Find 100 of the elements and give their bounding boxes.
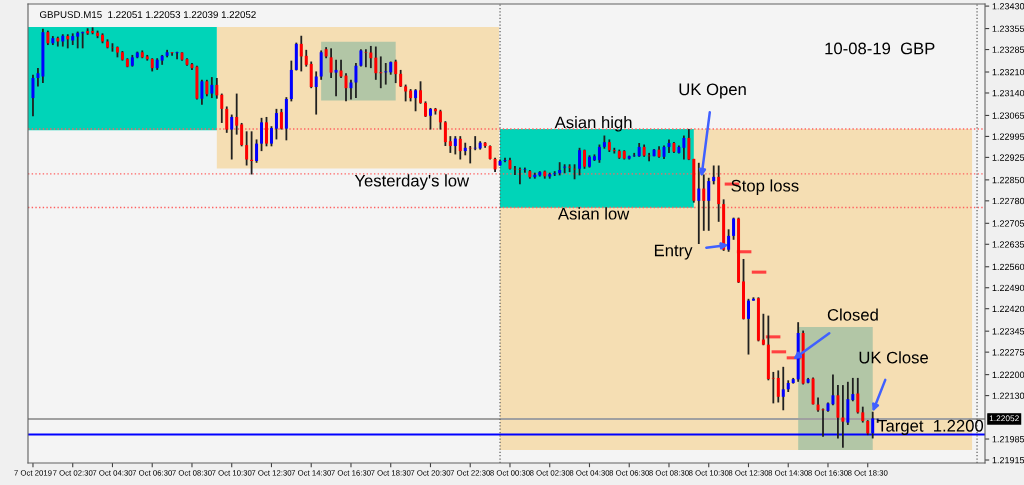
candlestick — [240, 122, 244, 148]
annotation: Asian low — [557, 207, 630, 220]
y-tick-label: 1.22560 — [992, 263, 1024, 271]
candlestick — [394, 58, 398, 85]
candlestick — [568, 163, 572, 173]
candlestick — [235, 92, 239, 136]
candlestick — [274, 107, 278, 141]
candlestick — [563, 163, 567, 175]
candlestick — [761, 312, 765, 347]
candlestick — [245, 130, 249, 167]
candlestick — [106, 38, 109, 50]
candlestick — [687, 128, 691, 162]
candlestick — [742, 258, 745, 321]
candlestick — [697, 161, 701, 245]
candlestick — [265, 116, 268, 148]
annotation: UK Close — [859, 351, 928, 364]
candlestick — [225, 105, 229, 134]
y-tick-label: 1.22490 — [992, 284, 1024, 292]
y-tick-label: 1.22420 — [992, 305, 1024, 313]
candlestick — [781, 365, 785, 412]
candlestick — [101, 32, 105, 45]
candlestick — [299, 34, 303, 73]
candlestick — [230, 113, 234, 161]
candlestick — [851, 377, 855, 403]
candlestick — [334, 58, 338, 98]
candlestick — [682, 134, 686, 161]
candlestick — [727, 228, 731, 253]
candlestick — [215, 77, 219, 100]
candlestick — [746, 297, 750, 356]
candlestick — [831, 373, 835, 407]
annotation: Entry — [654, 244, 693, 260]
candlestick — [846, 380, 850, 426]
candlestick — [856, 377, 860, 415]
candlestick — [314, 70, 318, 116]
candlestick — [279, 107, 283, 131]
y-tick-label: 1.22635 — [992, 241, 1024, 248]
text: GBPUSD.M15 1.22051 1.22053 1.22039 1.22052 — [39, 11, 256, 19]
ref-line-label: 1.22052 — [989, 415, 1019, 422]
candlestick — [309, 60, 313, 90]
candlestick — [443, 120, 447, 147]
candlestick — [587, 154, 591, 169]
y-tick-label: 1.22275 — [992, 349, 1024, 356]
annotation: Stop loss — [731, 179, 799, 195]
annotation: Yesterday's low — [354, 174, 470, 190]
y-tick-label: 1.21915 — [992, 456, 1024, 464]
y-tick-label: 1.22925 — [992, 154, 1024, 161]
candlestick — [364, 48, 368, 69]
y-tick-label: 1.23430 — [992, 3, 1024, 10]
candlestick — [379, 55, 383, 90]
candlestick — [374, 45, 378, 81]
candlestick — [36, 67, 40, 88]
y-tick-label: 1.22850 — [992, 176, 1024, 184]
annotation: UK Open — [679, 83, 746, 99]
candlestick — [170, 51, 174, 57]
y-tick-label: 1.23355 — [992, 25, 1024, 32]
candlestick — [200, 78, 204, 106]
candlestick — [220, 92, 224, 124]
y-tick-label: 1.22705 — [992, 220, 1024, 227]
y-tick-label: 1.23140 — [992, 89, 1024, 97]
candlestick — [453, 135, 457, 156]
candlestick — [518, 166, 522, 186]
candlestick — [438, 108, 442, 131]
candlestick — [712, 164, 716, 186]
y-tick-label: 1.22130 — [992, 392, 1024, 399]
candlestick — [707, 176, 711, 232]
y-tick-label: 1.22780 — [992, 197, 1024, 205]
candlestick — [836, 384, 840, 440]
annotation: Closed — [827, 308, 878, 321]
candlestick — [732, 216, 736, 241]
candlestick — [260, 116, 264, 153]
candlestick — [210, 76, 214, 99]
y-tick-label: 1.23210 — [992, 68, 1024, 76]
candlestick — [419, 80, 423, 105]
candlestick — [110, 42, 114, 53]
candlestick — [776, 369, 780, 404]
candlestick — [329, 47, 333, 79]
candlestick — [428, 107, 432, 131]
candlestick — [31, 73, 35, 118]
candlestick — [612, 146, 616, 155]
candlestick — [597, 143, 601, 164]
y-tick-label: 1.22995 — [992, 133, 1024, 140]
candlestick — [269, 125, 273, 148]
candlestick — [578, 146, 582, 177]
candlestick — [339, 58, 343, 79]
y-tick-label: 1.21985 — [992, 436, 1024, 443]
candlestick — [424, 100, 427, 118]
candlestick — [414, 88, 418, 113]
annotation: Target 1.2200 — [877, 419, 984, 435]
candlestick — [841, 384, 845, 449]
candlestick — [821, 407, 825, 438]
candlestick — [354, 62, 358, 99]
candlestick — [384, 62, 388, 86]
y-tick-label: 1.22200 — [992, 371, 1024, 378]
candlestick — [771, 371, 775, 405]
candlestick — [349, 78, 353, 101]
annotation: Asian high — [554, 116, 632, 132]
candlestick — [255, 138, 259, 164]
candlestick — [583, 148, 586, 170]
candlestick — [458, 135, 462, 161]
annotation: 10-08-19 GBP — [825, 42, 935, 55]
